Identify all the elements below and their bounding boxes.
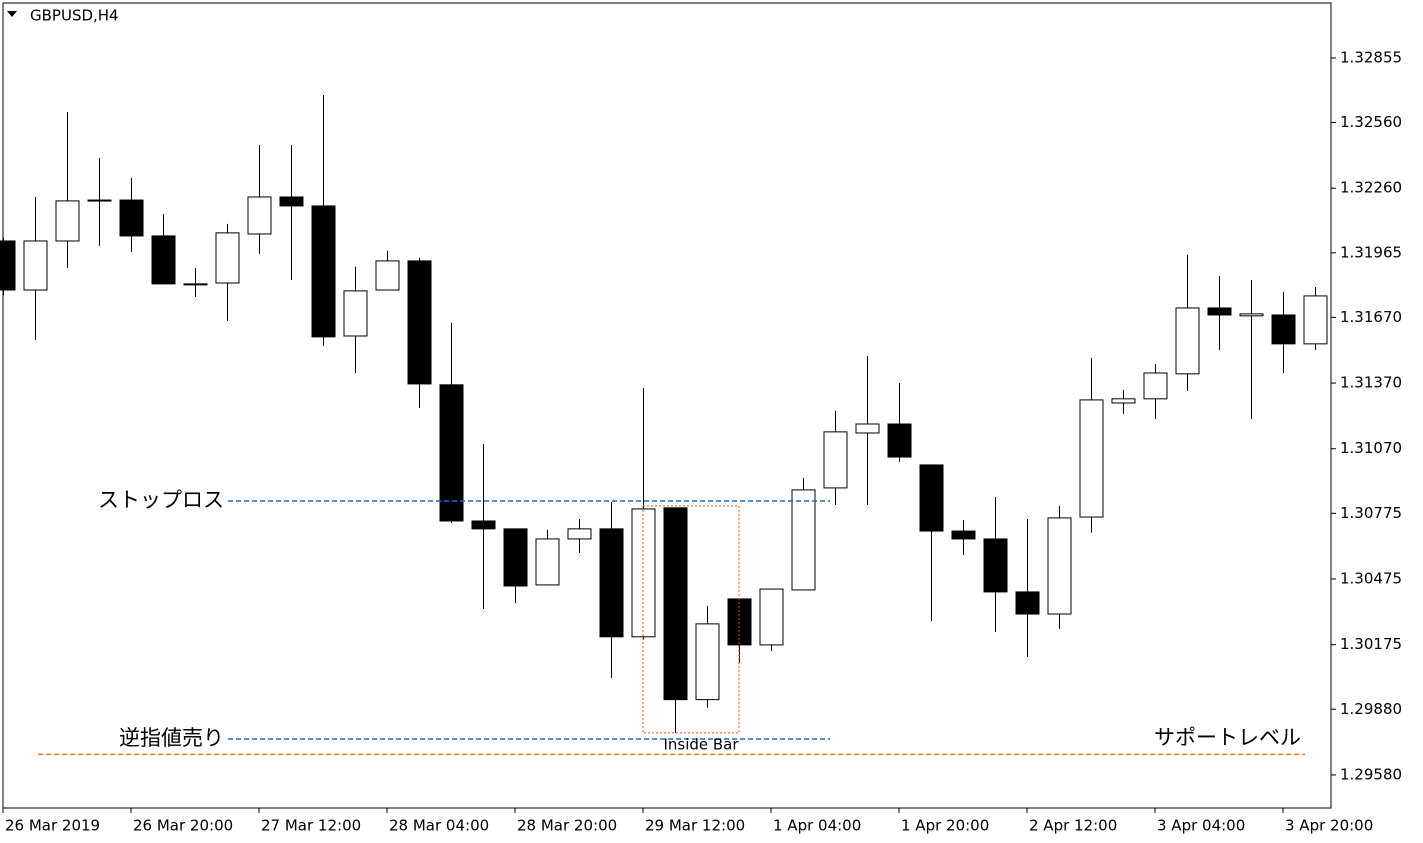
candle-body [1207,307,1232,316]
level-label: サポートレベル [1154,725,1301,749]
candle-body [1271,314,1296,345]
candle-body [1175,307,1200,375]
candle-body [535,538,560,586]
y-tick-label: 1.31670 [1340,308,1402,326]
candle-body [1079,399,1104,518]
x-tick-label: 3 Apr 04:00 [1157,817,1245,835]
y-tick-label: 1.30775 [1340,504,1402,522]
y-tick-label: 1.30475 [1340,570,1402,588]
menu-arrow [7,11,17,17]
candle-body [1015,591,1040,615]
candle-body [215,232,240,284]
candle-body [951,530,976,540]
candle-body [759,588,784,646]
candle-body [855,423,880,434]
candle-body [1111,398,1136,404]
candle-body [503,528,528,587]
x-tick-label: 26 Mar 20:00 [133,817,233,835]
candle-body [119,199,144,237]
candle-body [1047,517,1072,615]
candle-body [983,538,1008,593]
x-tick-label: 27 Mar 12:00 [261,817,361,835]
candle-body [695,623,720,701]
candle-body [439,384,464,522]
inside-bar-box [642,505,740,734]
candle-body [151,235,176,285]
x-tick-label: 1 Apr 04:00 [773,817,861,835]
candle-body [311,205,336,338]
x-tick-label: 1 Apr 20:00 [901,817,989,835]
x-tick-label: 29 Mar 12:00 [645,817,745,835]
level-label: 逆指値売り [119,726,224,750]
y-tick-label: 1.31965 [1340,243,1402,261]
x-tick-label: 28 Mar 04:00 [389,817,489,835]
y-tick-label: 1.31370 [1340,374,1402,392]
candle-body [567,528,592,540]
candle-body [631,508,656,638]
y-tick-label: 1.31070 [1340,439,1402,457]
plot-frame [2,2,1332,809]
x-tick-label: 26 Mar 2019 [5,817,100,835]
candle-body [599,528,624,638]
candle-body [87,199,112,202]
candle-body [1303,295,1328,345]
candle-body [375,260,400,291]
candle-body [887,423,912,458]
y-tick-label: 1.29580 [1340,765,1402,783]
candle-body [183,283,208,286]
x-tick-label: 2 Apr 12:00 [1029,817,1117,835]
candle-body [23,240,48,291]
y-tick-label: 1.32855 [1340,48,1402,66]
candle-body [471,520,496,530]
candle-body [919,464,944,532]
candle-body [1239,313,1264,317]
candle-body [55,200,80,242]
y-tick-label: 1.29880 [1340,700,1402,718]
candle-body [823,431,848,489]
candle-body [247,196,272,235]
y-tick-label: 1.32560 [1340,113,1402,131]
level-label: ストップロス [98,488,224,512]
candle-body [663,507,688,701]
y-tick-label: 1.30175 [1340,635,1402,653]
candle-body [1143,372,1168,400]
candle-body [0,240,16,291]
candle-body [407,260,432,385]
x-tick-label: 28 Mar 20:00 [517,817,617,835]
inside-bar-label: Inside Bar [663,735,739,753]
x-tick-label: 3 Apr 20:00 [1285,817,1373,835]
chart-title: GBPUSD,H4 [30,7,119,25]
candle-body [279,196,304,207]
y-tick-label: 1.32260 [1340,179,1402,197]
candle-body [791,489,816,591]
candle-body [343,290,368,337]
